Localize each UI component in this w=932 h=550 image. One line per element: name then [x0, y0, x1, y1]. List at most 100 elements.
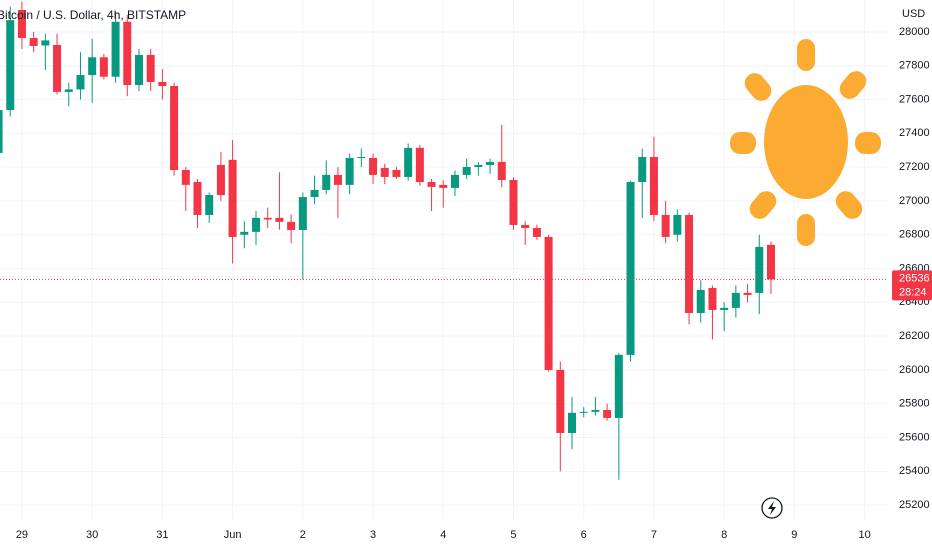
- candle-body: [673, 214, 682, 235]
- x-tick-label: 8: [721, 529, 727, 541]
- x-tick-label: 5: [510, 529, 516, 541]
- candle-body: [228, 159, 237, 237]
- candle-body: [497, 161, 506, 180]
- candle-body: [64, 89, 73, 92]
- candle-body: [638, 156, 647, 183]
- lightning-icon[interactable]: [761, 497, 783, 519]
- candle-body: [439, 184, 448, 188]
- y-tick-label: 27800: [899, 60, 930, 72]
- candle-body: [603, 409, 612, 418]
- candle-body: [755, 246, 764, 293]
- axes: 2520025400256002580026000262002640026600…: [16, 26, 932, 541]
- chart-title: Bitcoin / U.S. Dollar, 4h, BITSTAMP: [0, 8, 186, 22]
- x-tick-label: 3: [370, 529, 376, 541]
- candle-body: [462, 166, 471, 175]
- candle-body: [450, 174, 459, 188]
- candle-body: [287, 221, 296, 231]
- candle-body: [181, 170, 190, 185]
- x-tick-label: 6: [581, 529, 587, 541]
- candle-body: [123, 21, 132, 86]
- x-tick-label: 31: [156, 529, 168, 541]
- candle-body: [369, 158, 378, 175]
- candle-body: [626, 182, 635, 355]
- candle-body: [579, 411, 588, 413]
- candle-body: [556, 369, 565, 433]
- y-axis-label: USD: [902, 8, 925, 20]
- x-tick-label: 30: [86, 529, 98, 541]
- x-tick-label: 7: [651, 529, 657, 541]
- candle-body: [193, 182, 202, 215]
- candle-body: [240, 231, 249, 235]
- candle-body: [415, 147, 424, 183]
- candle-body: [310, 189, 319, 198]
- candle-body: [743, 292, 752, 295]
- y-tick-label: 27200: [899, 161, 930, 173]
- y-tick-label: 27400: [899, 127, 930, 139]
- candle-body: [474, 164, 483, 167]
- candle-body: [509, 179, 518, 225]
- candle-body: [696, 289, 705, 313]
- candle-body: [766, 244, 775, 280]
- candle-body: [649, 156, 658, 215]
- candle-body: [29, 38, 38, 46]
- candle-body: [298, 197, 307, 231]
- x-tick-label: Jun: [224, 529, 242, 541]
- y-tick-label: 27600: [899, 93, 930, 105]
- y-tick-label: 25200: [899, 499, 930, 511]
- y-tick-label: 28000: [899, 26, 930, 38]
- y-tick-label: 26000: [899, 364, 930, 376]
- bar-countdown: 28:24: [899, 286, 927, 298]
- x-tick-label: 10: [858, 529, 870, 541]
- candle-body: [146, 54, 155, 82]
- candle-body: [333, 174, 342, 185]
- candle-body: [486, 161, 495, 165]
- candle-body: [685, 214, 694, 313]
- candle-body: [216, 164, 225, 196]
- candle-body: [731, 292, 740, 308]
- x-tick-label: 29: [16, 529, 28, 541]
- candle-body: [134, 54, 143, 86]
- y-tick-label: 25400: [899, 465, 930, 477]
- sun-decoration: [730, 39, 881, 246]
- candle-body: [252, 217, 261, 232]
- candle-body: [544, 236, 553, 370]
- y-tick-label: 26800: [899, 229, 930, 241]
- candle-body: [720, 307, 729, 310]
- candle-body: [99, 57, 108, 77]
- candle-body: [427, 182, 436, 187]
- candle-body: [392, 170, 401, 177]
- candle-body: [53, 44, 62, 92]
- last-price-box: [892, 270, 932, 301]
- candle-body: [275, 217, 284, 222]
- candle-body: [380, 167, 389, 177]
- x-tick-label: 9: [791, 529, 797, 541]
- candle-body: [345, 158, 354, 185]
- candle-body: [404, 147, 413, 177]
- last-price-label: 26536: [899, 272, 930, 284]
- candle-body: [661, 214, 670, 237]
- candle-body: [17, 9, 26, 39]
- candle-body: [591, 409, 600, 412]
- y-tick-label: 25800: [899, 398, 930, 410]
- candle-body: [708, 287, 717, 310]
- candle-body: [158, 81, 167, 87]
- grid: [0, 0, 888, 520]
- candle-body: [170, 86, 179, 171]
- candle-body: [0, 110, 3, 153]
- x-tick-label: 4: [440, 529, 446, 541]
- candles: [0, 1, 888, 480]
- candle-body: [111, 21, 120, 77]
- y-tick-label: 26200: [899, 330, 930, 342]
- candle-body: [263, 217, 272, 220]
- y-tick-label: 27000: [899, 195, 930, 207]
- candle-body: [568, 412, 577, 433]
- candle-body: [205, 195, 214, 215]
- candle-body: [88, 57, 97, 76]
- candle-body: [532, 227, 541, 237]
- candle-body: [76, 75, 85, 90]
- x-tick-label: 2: [300, 529, 306, 541]
- candle-body: [41, 40, 50, 46]
- candle-body: [322, 174, 331, 190]
